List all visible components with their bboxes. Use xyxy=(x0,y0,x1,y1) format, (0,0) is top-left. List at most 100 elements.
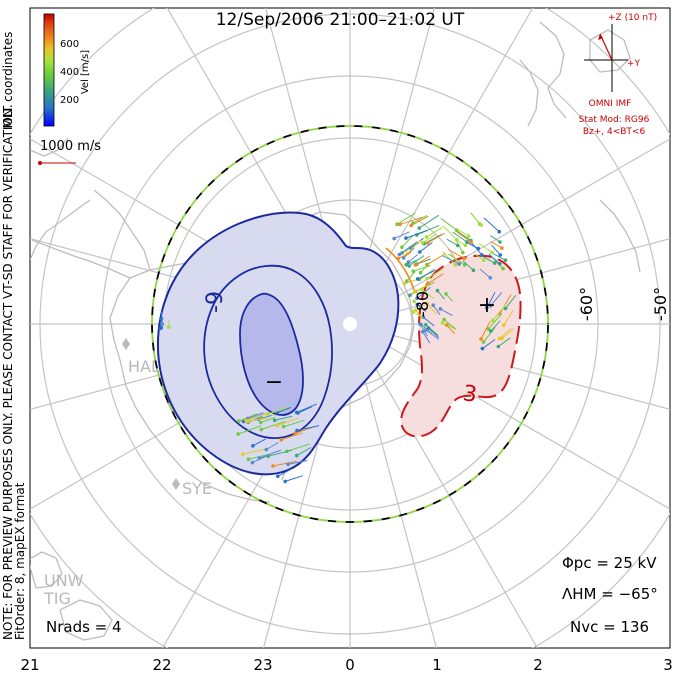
vector-origin xyxy=(425,276,429,281)
vector-origin xyxy=(279,438,284,442)
contour-label-negative: -9 xyxy=(203,291,228,313)
vector-line xyxy=(247,417,269,422)
vector-origin xyxy=(295,428,299,433)
vector-line xyxy=(419,242,433,253)
vector-line xyxy=(277,468,292,477)
station-unw-label: UNW xyxy=(44,571,84,590)
vector-line xyxy=(491,252,506,261)
vector-origin xyxy=(424,328,428,332)
vector-origin xyxy=(501,323,506,328)
vector-origin xyxy=(500,246,504,250)
vector-line xyxy=(285,475,303,482)
vector-origin xyxy=(418,250,422,254)
vector-line xyxy=(482,339,496,350)
colorbar-tick-400: 400 xyxy=(60,67,79,78)
vector-origin xyxy=(462,263,467,267)
imf-source: OMNI IMF xyxy=(589,99,632,109)
vector-origin xyxy=(490,318,495,323)
vector-line xyxy=(442,255,460,265)
vector-line xyxy=(494,260,504,269)
vector-origin xyxy=(283,479,288,484)
vector-origin xyxy=(455,243,460,248)
vector-origin xyxy=(497,336,502,341)
velocity-scale-label: 1000 m/s xyxy=(40,139,101,154)
station-sye-label: SYE xyxy=(182,479,212,498)
vector-line xyxy=(455,227,469,237)
vector-line xyxy=(415,309,423,320)
potential-minimum-marker: − xyxy=(265,370,283,395)
vector-line xyxy=(481,255,495,264)
vector-origin xyxy=(435,288,440,293)
vector-line xyxy=(422,331,431,344)
vector-line xyxy=(503,310,514,326)
vector-line xyxy=(399,216,423,225)
mlt-label-1: 1 xyxy=(432,656,442,674)
vector-line xyxy=(450,253,460,265)
vector-line xyxy=(452,231,468,243)
vector-line xyxy=(426,268,444,280)
vector-origin xyxy=(412,299,416,304)
vector-origin xyxy=(498,240,502,244)
fit-order-note: FitOrder: 8, mapEX format xyxy=(13,482,27,640)
vector-line xyxy=(416,286,431,299)
vector-line xyxy=(455,230,472,243)
vector-origin xyxy=(404,262,409,267)
vector-line xyxy=(427,273,444,285)
vector-origin xyxy=(258,420,263,425)
vector-origin xyxy=(400,245,404,249)
mlt-label-2: 2 xyxy=(533,656,543,674)
vector-origin xyxy=(479,337,483,341)
lat-label-80: -80 xyxy=(413,291,432,317)
station-hal: HAL xyxy=(122,338,160,376)
flow-streamline xyxy=(385,247,415,291)
lat-label-60: -60° xyxy=(577,287,596,321)
vector-line xyxy=(440,308,453,316)
vector-line xyxy=(480,321,491,340)
imf-z-label: +Z (10 nT) xyxy=(608,13,657,23)
vector-origin xyxy=(401,256,406,260)
vector-line xyxy=(428,327,439,338)
vector-origin xyxy=(271,464,275,468)
vector-origin xyxy=(264,447,269,452)
imf-clock: +Z (10 nT) +Y OMNI IMF Stat Mod: RG96 Bz… xyxy=(579,13,657,137)
vector-origin xyxy=(167,325,171,329)
vector-origin xyxy=(461,250,465,255)
station-tig-label: TIG xyxy=(43,589,71,608)
contour-label-positive: 3 xyxy=(461,381,478,408)
vector-origin xyxy=(496,344,501,349)
vector-line xyxy=(422,316,435,327)
vector-origin xyxy=(488,276,493,280)
vector-origin xyxy=(497,229,502,234)
vector-line xyxy=(296,403,317,413)
vector-line xyxy=(505,295,517,309)
vector-line xyxy=(412,214,428,224)
vector-origin xyxy=(275,423,280,428)
vector-origin xyxy=(480,346,485,351)
station-sye: SYE xyxy=(172,478,212,498)
vector-origin xyxy=(490,250,494,255)
mlt-axis: 21 22 23 0 1 2 3 xyxy=(20,656,672,674)
vector-origin xyxy=(237,419,241,423)
vector-line xyxy=(237,425,261,435)
velocity-vectors xyxy=(158,212,517,484)
vector-line xyxy=(406,271,416,282)
vector-line xyxy=(427,232,446,244)
velocity-colorbar: 600 400 200 Vel [m/s] xyxy=(43,13,91,127)
vector-line xyxy=(393,231,410,240)
vector-origin xyxy=(413,308,418,312)
vector-line xyxy=(442,225,458,241)
vector-line xyxy=(266,441,279,450)
vector-origin xyxy=(286,462,290,467)
vector-line xyxy=(437,290,445,300)
vector-line xyxy=(491,244,501,256)
vector-origin xyxy=(251,444,255,448)
vector-line xyxy=(416,304,427,312)
vector-line xyxy=(417,269,437,280)
vector-line xyxy=(396,212,416,225)
vector-line xyxy=(479,268,491,279)
vector-line xyxy=(296,425,320,431)
vector-origin xyxy=(281,424,286,429)
vector-line xyxy=(483,217,500,233)
vector-origin xyxy=(481,258,486,263)
